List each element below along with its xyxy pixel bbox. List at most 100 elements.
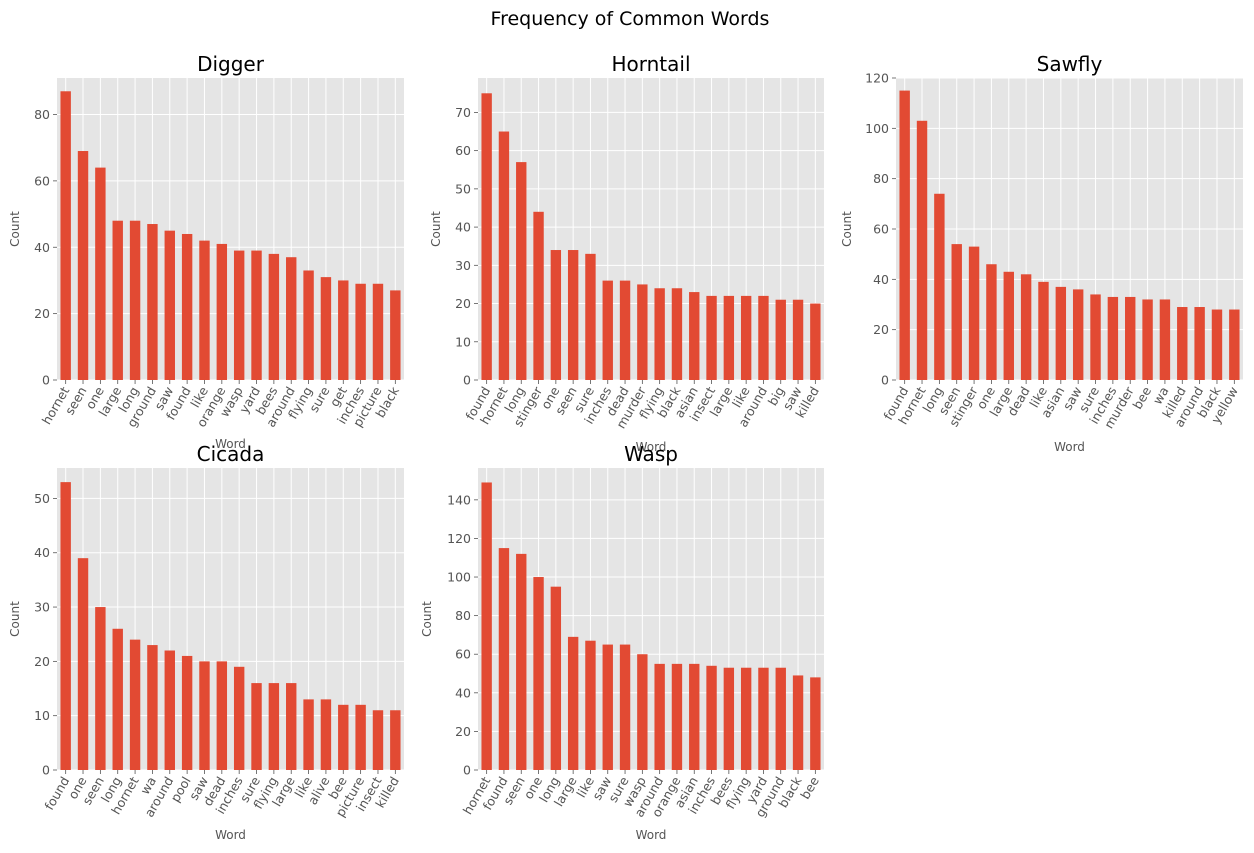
bar-found (181, 233, 193, 380)
bar-bees (723, 667, 735, 770)
bar-around (286, 257, 297, 380)
bar-hornet (481, 482, 492, 770)
y-tick-label: 20 (455, 724, 471, 739)
y-tick-label: 60 (873, 222, 889, 237)
y-tick-label: 140 (447, 492, 471, 507)
y-tick-label: 120 (447, 531, 471, 546)
x-axis-label: Word (1054, 440, 1085, 454)
subplot-cicada: 01020304050foundoneseenlonghornetwaaroun… (8, 442, 404, 842)
bar-hornet (498, 131, 510, 380)
bar-found (60, 482, 71, 770)
y-tick-label: 120 (865, 71, 889, 86)
bar-picture (355, 704, 366, 770)
bar-pool (181, 655, 193, 770)
bar-like (1038, 281, 1049, 380)
bar-around (164, 650, 175, 770)
subplots: 020406080hornetseenonelargelonggroundsaw… (8, 52, 1243, 842)
y-axis-label: Count (420, 601, 434, 637)
bar-flying (303, 270, 314, 380)
bar-stinger (533, 211, 544, 380)
bar-one (533, 577, 544, 770)
bar-yard (758, 667, 769, 770)
x-axis-label: Word (636, 828, 667, 842)
bar-asian (689, 292, 700, 380)
bar-picture (372, 283, 384, 380)
subplot-wasp: 020406080100120140hornetfoundseenonelong… (420, 442, 824, 842)
bar-murder (637, 284, 648, 380)
bar-wa (1159, 299, 1171, 380)
bar-inches (355, 283, 366, 380)
bar-large (1003, 271, 1014, 380)
figure-title: Frequency of Common Words (491, 8, 770, 30)
y-tick-label: 0 (463, 763, 471, 778)
bar-around (654, 663, 665, 770)
bar-sure (251, 683, 262, 770)
bar-big (775, 299, 786, 380)
bar-black (792, 675, 804, 770)
bar-like (303, 699, 314, 770)
subplot-title: Horntail (611, 52, 690, 76)
bar-ground (775, 667, 786, 770)
y-tick-label: 40 (455, 685, 471, 700)
y-tick-label: 60 (455, 143, 471, 158)
bar-asian (1055, 286, 1067, 380)
bar-seen (77, 151, 89, 380)
bar-black (390, 290, 401, 380)
bar-hornet (60, 91, 71, 381)
y-tick-label: 20 (455, 296, 471, 311)
bar-yellow (1229, 309, 1240, 380)
bar-inches (602, 280, 613, 380)
bar-wasp (233, 250, 245, 380)
bar-long (129, 220, 141, 380)
bar-wa (147, 645, 158, 770)
bar-seen (95, 607, 106, 770)
y-axis-label: Count (840, 211, 854, 247)
bar-black (1211, 309, 1223, 380)
y-tick-label: 10 (34, 708, 50, 723)
y-tick-label: 0 (881, 373, 889, 388)
bar-around (1194, 307, 1205, 380)
y-tick-label: 50 (455, 181, 471, 196)
y-axis-label: Count (8, 211, 22, 247)
bar-flying (268, 683, 280, 770)
plot-background (57, 468, 404, 770)
y-tick-label: 50 (34, 491, 50, 506)
bar-orange (216, 243, 228, 380)
bar-long (112, 628, 123, 770)
bar-saw (164, 230, 175, 380)
bar-large (723, 295, 735, 380)
bar-seen (567, 250, 579, 380)
bar-inches (1107, 296, 1119, 380)
subplot-title: Cicada (197, 442, 265, 466)
y-tick-label: 100 (447, 570, 471, 585)
bar-get (338, 280, 349, 380)
bar-inches (233, 666, 245, 770)
y-axis-label: Count (8, 601, 22, 637)
bar-long (550, 586, 562, 770)
bar-bee (810, 677, 821, 770)
bar-saw (199, 661, 210, 770)
y-tick-label: 40 (34, 240, 50, 255)
y-tick-label: 100 (865, 121, 889, 136)
y-tick-label: 20 (873, 322, 889, 337)
bar-killed (810, 303, 821, 380)
bar-one (550, 250, 562, 380)
subplot-title: Sawfly (1037, 52, 1103, 76)
y-tick-label: 10 (455, 334, 471, 349)
bar-inches (706, 665, 717, 770)
bar-large (112, 220, 123, 380)
y-axis-label: Count (429, 211, 443, 247)
bar-hornet (129, 639, 141, 770)
x-axis-label: Word (215, 437, 246, 451)
bar-asian (689, 663, 700, 770)
bar-killed (1177, 307, 1188, 380)
y-tick-label: 40 (34, 545, 50, 560)
bar-ground (147, 224, 158, 380)
y-tick-label: 40 (455, 220, 471, 235)
bar-one (95, 167, 106, 380)
y-tick-label: 30 (34, 600, 50, 615)
bar-flying (654, 288, 665, 380)
bar-one (986, 264, 997, 380)
bar-seen (516, 553, 527, 770)
